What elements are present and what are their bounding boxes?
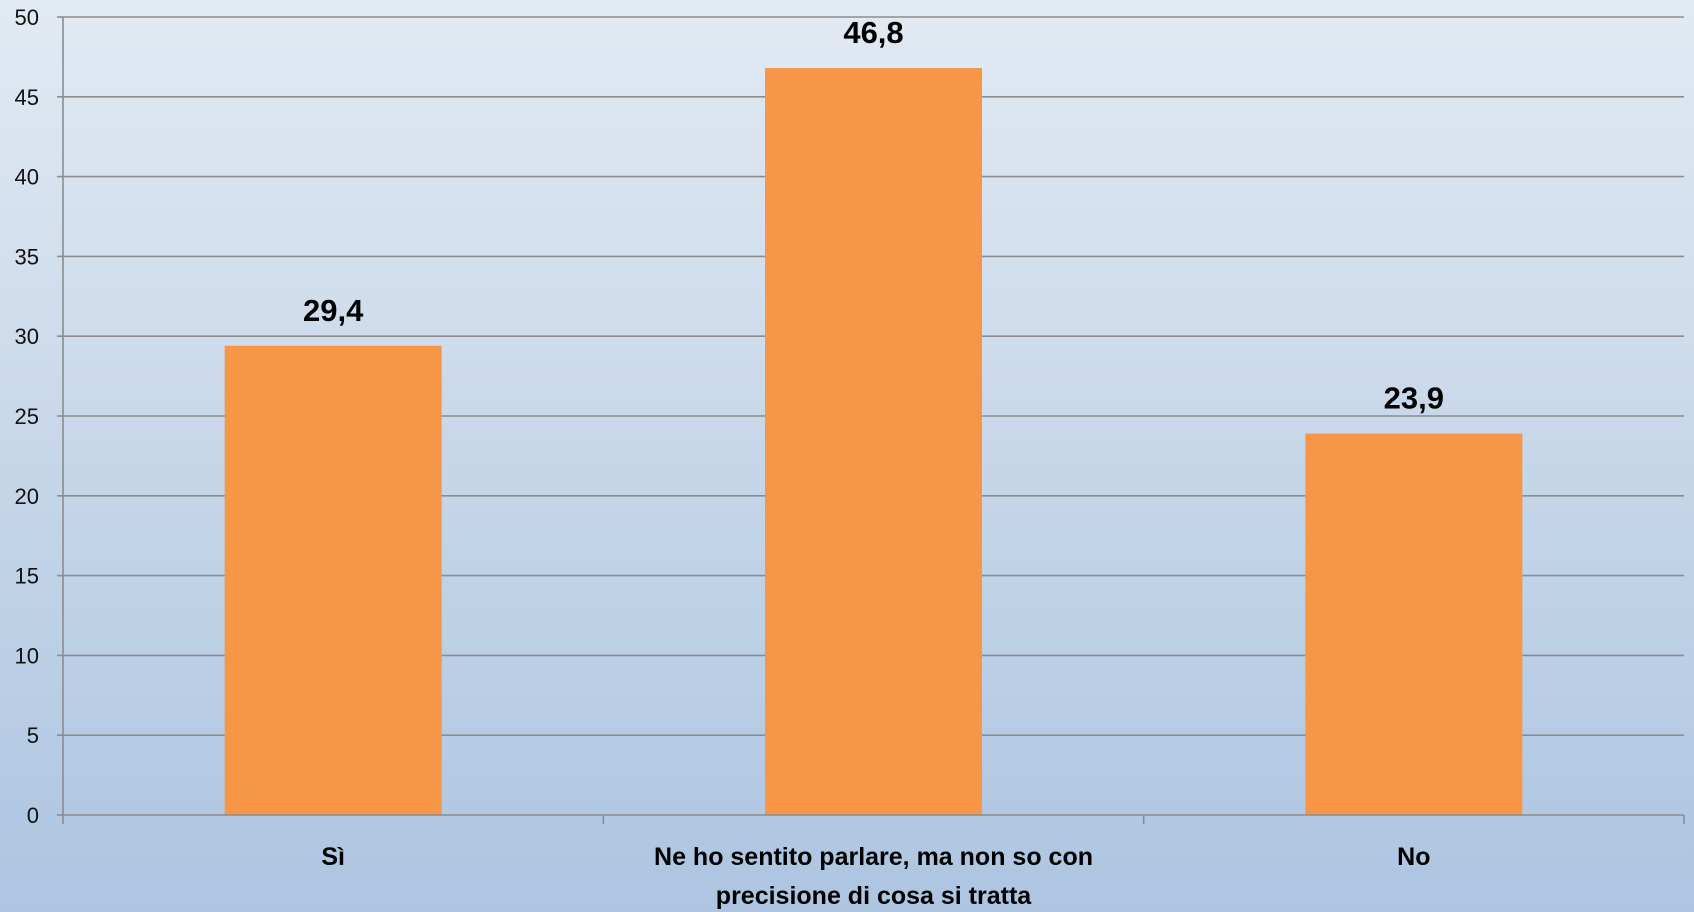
y-tick-label: 10 — [15, 643, 39, 668]
bar — [1305, 433, 1523, 815]
bars — [224, 68, 1523, 815]
x-category-label: No — [1397, 843, 1430, 871]
bar — [765, 68, 982, 815]
data-label: 29,4 — [303, 293, 364, 328]
bar — [224, 345, 442, 815]
x-category-label: Ne ho sentito parlare, ma non so con — [654, 843, 1093, 871]
y-tick-label: 20 — [15, 484, 39, 509]
y-tick-label: 50 — [15, 5, 39, 30]
y-tick-label: 30 — [15, 324, 39, 349]
y-tick-label: 25 — [15, 404, 39, 429]
data-label: 23,9 — [1384, 381, 1444, 416]
x-category-label: precisione di cosa si tratta — [716, 882, 1032, 910]
y-tick-label: 40 — [15, 165, 39, 190]
y-tick-label: 35 — [15, 244, 39, 269]
y-tick-label: 0 — [27, 803, 39, 828]
y-tick-label: 5 — [27, 723, 39, 748]
labels: 0 5 10 15 20 25 30 35 40 45 50 29,4 Sì 46,8 Ne ho sent… — [15, 5, 1444, 910]
axes — [57, 16, 1685, 824]
x-category-label: Sì — [321, 843, 345, 871]
data-label: 46,8 — [843, 15, 903, 50]
y-tick-label: 15 — [15, 564, 39, 589]
y-tick-label: 45 — [15, 85, 39, 110]
